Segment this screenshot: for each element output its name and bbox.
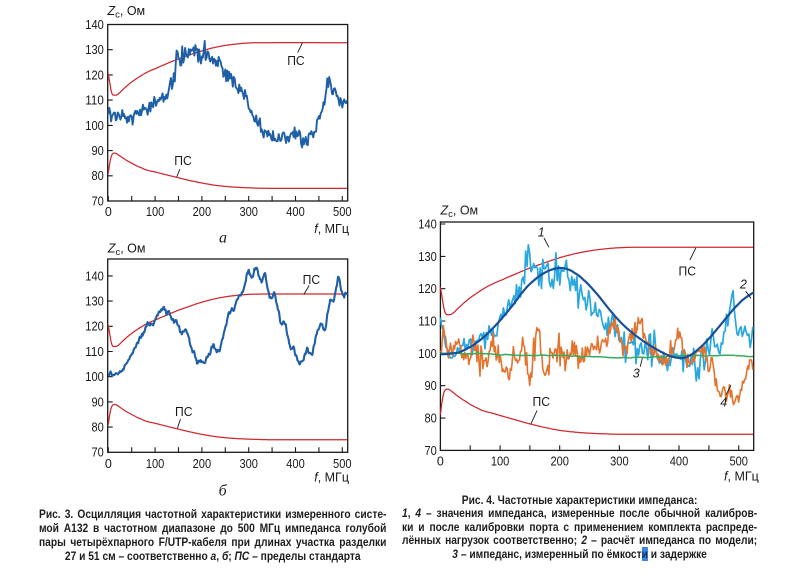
svg-text:0: 0 [105, 457, 112, 471]
svg-text:100: 100 [85, 370, 104, 384]
svg-text:120: 120 [85, 68, 104, 82]
svg-text:90: 90 [425, 379, 437, 393]
svg-text:0: 0 [437, 454, 444, 468]
svg-text:110: 110 [85, 94, 104, 108]
svg-text:Zс, Ом: Zс, Ом [107, 242, 146, 259]
svg-text:0: 0 [105, 205, 112, 219]
svg-text:Zс, Ом: Zс, Ом [440, 204, 479, 221]
svg-text:200: 200 [193, 457, 212, 471]
svg-text:300: 300 [239, 205, 258, 219]
svg-text:а: а [219, 230, 227, 247]
svg-text:f, МГц: f, МГц [314, 222, 349, 236]
svg-text:300: 300 [610, 454, 629, 468]
svg-text:2: 2 [739, 278, 747, 292]
svg-text:90: 90 [92, 395, 104, 409]
svg-text:ПС: ПС [679, 265, 697, 279]
svg-text:1: 1 [538, 225, 545, 239]
svg-text:400: 400 [286, 205, 305, 219]
svg-text:400: 400 [286, 457, 305, 471]
svg-text:120: 120 [418, 282, 437, 296]
svg-text:110: 110 [85, 345, 104, 359]
svg-text:100: 100 [85, 119, 104, 133]
svg-text:б: б [219, 482, 228, 499]
svg-text:140: 140 [85, 18, 104, 32]
svg-text:Zс, Ом: Zс, Ом [107, 4, 146, 21]
svg-text:300: 300 [239, 457, 258, 471]
svg-text:80: 80 [425, 412, 437, 426]
svg-text:ПС: ПС [533, 395, 551, 409]
svg-text:70: 70 [425, 444, 437, 458]
svg-text:400: 400 [670, 454, 689, 468]
svg-text:ПС: ПС [303, 273, 321, 287]
svg-text:ПС: ПС [287, 54, 305, 68]
svg-text:100: 100 [418, 347, 437, 361]
svg-text:500: 500 [729, 454, 748, 468]
svg-text:100: 100 [491, 454, 510, 468]
svg-text:100: 100 [146, 205, 165, 219]
svg-text:80: 80 [92, 421, 104, 435]
svg-text:80: 80 [92, 169, 104, 183]
svg-text:130: 130 [85, 295, 104, 309]
svg-text:4: 4 [720, 396, 727, 410]
svg-text:130: 130 [85, 43, 104, 57]
svg-text:140: 140 [85, 269, 104, 283]
svg-text:140: 140 [418, 217, 437, 231]
svg-text:f, МГц: f, МГц [724, 469, 759, 483]
svg-text:110: 110 [418, 314, 437, 328]
svg-text:70: 70 [92, 194, 104, 208]
svg-text:3: 3 [633, 366, 640, 380]
svg-text:f, МГц: f, МГц [314, 471, 349, 485]
svg-text:130: 130 [418, 250, 437, 264]
svg-text:90: 90 [92, 144, 104, 158]
svg-text:120: 120 [85, 320, 104, 334]
svg-text:200: 200 [550, 454, 569, 468]
svg-text:200: 200 [193, 205, 212, 219]
svg-text:70: 70 [92, 446, 104, 460]
svg-text:ПС: ПС [175, 405, 193, 419]
svg-text:500: 500 [333, 457, 352, 471]
svg-text:100: 100 [146, 457, 165, 471]
svg-text:ПС: ПС [174, 154, 192, 168]
svg-text:500: 500 [333, 205, 352, 219]
